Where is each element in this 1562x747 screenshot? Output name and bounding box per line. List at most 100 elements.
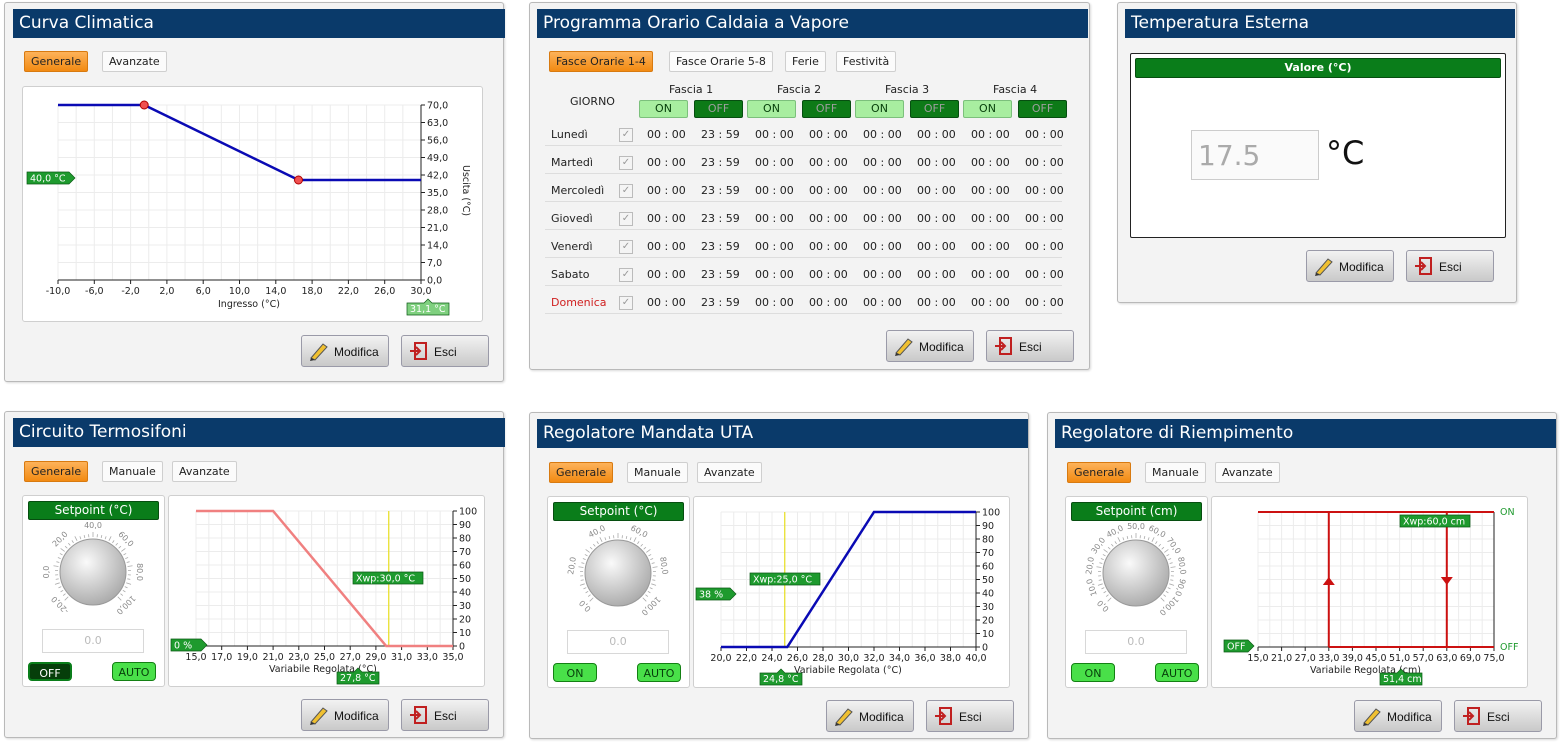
modifica-button[interactable]: Modifica [301,699,389,731]
time-cell[interactable]: 00 : 00 [755,240,794,253]
time-cell[interactable]: 00 : 00 [755,156,794,169]
time-cell[interactable]: 00 : 00 [917,156,956,169]
time-cell[interactable]: 00 : 00 [809,156,848,169]
esci-button[interactable]: Esci [986,330,1074,362]
curve-point[interactable] [139,100,149,110]
on-column-button[interactable]: ON [963,100,1012,118]
time-cell[interactable]: 23 : 59 [701,296,740,309]
time-cell[interactable]: 00 : 00 [755,184,794,197]
time-cell[interactable]: 00 : 00 [1025,240,1064,253]
modifica-button[interactable]: Modifica [301,335,389,367]
mode-onoff-button[interactable]: ON [553,663,597,682]
time-cell[interactable]: 00 : 00 [647,268,686,281]
curve-point[interactable] [293,175,303,185]
esci-button[interactable]: Esci [401,335,489,367]
day-enabled-checkbox[interactable]: ✓ [619,212,633,226]
tab-avanzate[interactable]: Avanzate [172,461,237,482]
modifica-button[interactable]: Modifica [886,330,974,362]
knob-body[interactable] [584,539,652,607]
time-cell[interactable]: 00 : 00 [809,128,848,141]
tab-generale[interactable]: Generale [549,462,614,483]
time-cell[interactable]: 00 : 00 [1025,184,1064,197]
setpoint-knob[interactable]: 0,010,020,030,040,0 50,0 60,070,080,090,01… [1066,521,1207,621]
time-cell[interactable]: 00 : 00 [809,268,848,281]
time-cell[interactable]: 23 : 59 [701,184,740,197]
mode-onoff-button[interactable]: ON [1071,663,1115,682]
time-cell[interactable]: 00 : 00 [647,184,686,197]
auto-button[interactable]: AUTO [1155,663,1199,682]
time-cell[interactable]: 00 : 00 [647,156,686,169]
time-cell[interactable]: 00 : 00 [1025,212,1064,225]
time-cell[interactable]: 00 : 00 [917,268,956,281]
time-cell[interactable]: 00 : 00 [971,184,1010,197]
time-cell[interactable]: 00 : 00 [917,296,956,309]
time-cell[interactable]: 23 : 59 [701,212,740,225]
time-cell[interactable]: 00 : 00 [917,128,956,141]
mode-onoff-button[interactable]: OFF [28,662,72,681]
time-cell[interactable]: 00 : 00 [1025,268,1064,281]
day-enabled-checkbox[interactable]: ✓ [619,156,633,170]
tab-fasce-5-8[interactable]: Fasce Orarie 5-8 [669,51,773,72]
modifica-button[interactable]: Modifica [1306,250,1394,282]
off-column-button[interactable]: OFF [1018,100,1067,118]
time-cell[interactable]: 00 : 00 [809,212,848,225]
tab-avanzate[interactable]: Avanzate [697,462,762,483]
tab-ferie[interactable]: Ferie [785,51,826,72]
time-cell[interactable]: 00 : 00 [647,212,686,225]
time-cell[interactable]: 00 : 00 [755,268,794,281]
time-cell[interactable]: 00 : 00 [863,212,902,225]
modifica-button[interactable]: Modifica [1354,700,1442,732]
time-cell[interactable]: 00 : 00 [971,156,1010,169]
on-column-button[interactable]: ON [855,100,904,118]
time-cell[interactable]: 00 : 00 [647,296,686,309]
time-cell[interactable]: 00 : 00 [1025,296,1064,309]
tab-manuale[interactable]: Manuale [102,461,163,482]
time-cell[interactable]: 00 : 00 [755,296,794,309]
tab-manuale[interactable]: Manuale [1145,462,1206,483]
tab-avanzate[interactable]: Avanzate [1215,462,1280,483]
off-column-button[interactable]: OFF [910,100,959,118]
knob-body[interactable] [59,538,127,606]
auto-button[interactable]: AUTO [637,663,681,682]
time-cell[interactable]: 00 : 00 [917,212,956,225]
time-cell[interactable]: 23 : 59 [701,156,740,169]
off-column-button[interactable]: OFF [802,100,851,118]
time-cell[interactable]: 00 : 00 [1025,128,1064,141]
modifica-button[interactable]: Modifica [826,700,914,732]
time-cell[interactable]: 00 : 00 [971,268,1010,281]
knob-body[interactable] [1102,539,1170,607]
on-column-button[interactable]: ON [639,100,688,118]
tab-manuale[interactable]: Manuale [627,462,688,483]
tab-generale[interactable]: Generale [1067,462,1132,483]
day-enabled-checkbox[interactable]: ✓ [619,240,633,254]
time-cell[interactable]: 00 : 00 [971,240,1010,253]
esci-button[interactable]: Esci [1406,250,1494,282]
time-cell[interactable]: 00 : 00 [1025,156,1064,169]
on-column-button[interactable]: ON [747,100,796,118]
time-cell[interactable]: 00 : 00 [971,128,1010,141]
day-enabled-checkbox[interactable]: ✓ [619,128,633,142]
auto-button[interactable]: AUTO [112,662,156,681]
time-cell[interactable]: 00 : 00 [917,240,956,253]
day-enabled-checkbox[interactable]: ✓ [619,184,633,198]
esci-button[interactable]: Esci [926,700,1014,732]
tab-festivita[interactable]: Festività [836,51,897,72]
time-cell[interactable]: 23 : 59 [701,268,740,281]
day-enabled-checkbox[interactable]: ✓ [619,296,633,310]
time-cell[interactable]: 23 : 59 [701,128,740,141]
time-cell[interactable]: 00 : 00 [863,156,902,169]
time-cell[interactable]: 00 : 00 [971,296,1010,309]
time-cell[interactable]: 00 : 00 [755,128,794,141]
esci-button[interactable]: Esci [1454,700,1542,732]
tab-generale[interactable]: Generale [24,461,89,482]
time-cell[interactable]: 00 : 00 [755,212,794,225]
time-cell[interactable]: 00 : 00 [809,296,848,309]
time-cell[interactable]: 00 : 00 [863,240,902,253]
off-column-button[interactable]: OFF [694,100,743,118]
time-cell[interactable]: 00 : 00 [647,128,686,141]
tab-fasce-1-4[interactable]: Fasce Orarie 1-4 [549,51,653,72]
time-cell[interactable]: 00 : 00 [863,128,902,141]
time-cell[interactable]: 23 : 59 [701,240,740,253]
